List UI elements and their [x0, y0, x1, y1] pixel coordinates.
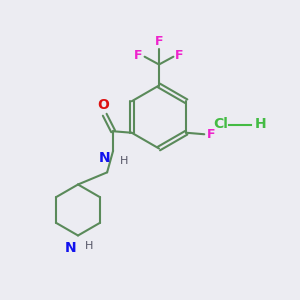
- Text: F: F: [206, 128, 215, 141]
- Text: N: N: [99, 152, 111, 165]
- Text: F: F: [134, 49, 143, 62]
- Text: F: F: [175, 49, 184, 62]
- Text: H: H: [255, 118, 267, 131]
- Text: O: O: [97, 98, 109, 112]
- Text: F: F: [155, 35, 163, 48]
- Text: H: H: [120, 156, 128, 166]
- Text: H: H: [85, 241, 93, 251]
- Text: N: N: [65, 241, 77, 255]
- Text: Cl: Cl: [213, 118, 228, 131]
